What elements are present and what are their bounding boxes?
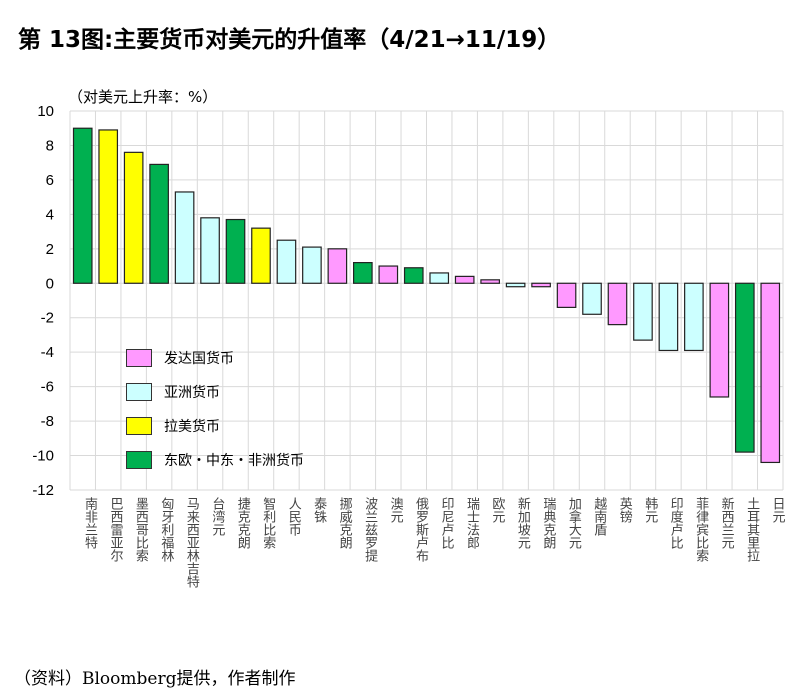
x-tick-label: 新加坡元 <box>514 497 530 549</box>
bar <box>403 267 424 284</box>
x-tick-label: 菲律宾比索 <box>693 497 709 562</box>
bar <box>149 163 169 284</box>
x-tick-label: 印度卢比 <box>667 497 683 549</box>
legend-label: 亚洲货币 <box>164 385 220 401</box>
bar <box>302 246 322 284</box>
y-tick-label: -10 <box>32 448 54 465</box>
bar <box>582 282 602 315</box>
y-axis-label: （对美元上升率：%） <box>68 88 218 106</box>
legend-label: 拉美货币 <box>164 419 220 435</box>
y-tick-label: 6 <box>46 172 54 189</box>
legend-item: 发达国货币 <box>126 348 234 368</box>
x-tick-label: 欧元 <box>489 497 505 523</box>
legend-item: 拉美货币 <box>126 416 220 436</box>
legend-item: 亚洲货币 <box>126 382 220 402</box>
y-tick-label: 2 <box>46 241 54 258</box>
x-tick-label: 俄罗斯卢布 <box>413 497 429 562</box>
bar <box>378 265 399 284</box>
x-tick-label: 马来西亚林吉特 <box>183 497 199 588</box>
x-tick-label: 捷克克朗 <box>234 497 250 549</box>
x-tick-label: 泰铢 <box>311 497 327 523</box>
bar <box>123 151 144 284</box>
bar <box>276 239 297 284</box>
bar <box>633 282 653 341</box>
legend-swatch <box>126 349 152 367</box>
bar <box>200 217 220 284</box>
y-tick-label: 0 <box>46 275 54 292</box>
x-tick-label: 人民币 <box>285 497 301 536</box>
bar <box>251 227 271 284</box>
x-tick-label: 澳元 <box>387 497 403 523</box>
bar <box>658 282 679 352</box>
x-tick-label: 越南盾 <box>591 497 607 536</box>
x-tick-label: 英镑 <box>616 497 632 523</box>
bar <box>98 129 119 284</box>
bar <box>72 127 93 284</box>
x-tick-label: 土耳其里拉 <box>744 497 760 562</box>
bar <box>760 282 781 464</box>
bar <box>480 279 500 284</box>
y-tick-label: 10 <box>37 103 54 120</box>
bar <box>684 282 704 352</box>
bar <box>353 262 373 284</box>
legend-label: 发达国货币 <box>164 351 234 367</box>
bar <box>174 191 195 284</box>
bar <box>225 218 246 284</box>
x-tick-label: 挪威克朗 <box>336 497 352 549</box>
x-tick-label: 墨西哥比索 <box>132 497 148 562</box>
y-tick-label: -4 <box>41 344 54 361</box>
x-tick-label: 印尼卢比 <box>438 497 454 549</box>
y-tick-label: -8 <box>41 413 54 430</box>
x-tick-label: 瑞典克朗 <box>540 497 556 549</box>
x-tick-label: 巴西雷亚尔 <box>107 497 123 562</box>
bar <box>454 275 475 284</box>
bar <box>607 282 628 326</box>
y-tick-label: -12 <box>32 482 54 499</box>
legend-label: 东欧・中东・非洲货币 <box>164 453 304 469</box>
bar <box>327 248 348 284</box>
chart-title: 第 13图:主要货币对美元的升值率（4/21→11/19） <box>18 27 561 53</box>
x-tick-label: 智利比索 <box>260 497 276 549</box>
x-tick-label: 台湾元 <box>209 497 225 536</box>
legend-item: 东欧・中东・非洲货币 <box>126 450 304 470</box>
x-tick-label: 韩元 <box>642 497 658 523</box>
bar <box>734 282 755 453</box>
y-tick-label: 4 <box>46 206 54 223</box>
bar <box>531 282 551 288</box>
y-tick-label: -2 <box>41 310 54 327</box>
bar <box>556 282 577 308</box>
legend-swatch <box>126 417 152 435</box>
bar <box>505 282 526 288</box>
y-tick-label: 8 <box>46 137 54 154</box>
legend-swatch <box>126 451 152 469</box>
bar <box>709 282 730 398</box>
y-tick-label: -6 <box>41 379 54 396</box>
x-tick-label: 南非兰特 <box>82 497 97 549</box>
x-tick-label: 瑞士法郎 <box>463 497 479 549</box>
x-tick-label: 新西兰元 <box>718 497 734 549</box>
x-tick-label: 匈牙利福林 <box>158 497 174 562</box>
x-tick-label: 加拿大元 <box>565 497 581 549</box>
x-tick-label: 日元 <box>769 497 785 523</box>
legend-swatch <box>126 383 152 401</box>
source-note: （资料）Bloomberg提供，作者制作 <box>14 669 296 689</box>
x-tick-label: 波兰兹罗提 <box>362 497 378 562</box>
bar <box>429 272 450 284</box>
